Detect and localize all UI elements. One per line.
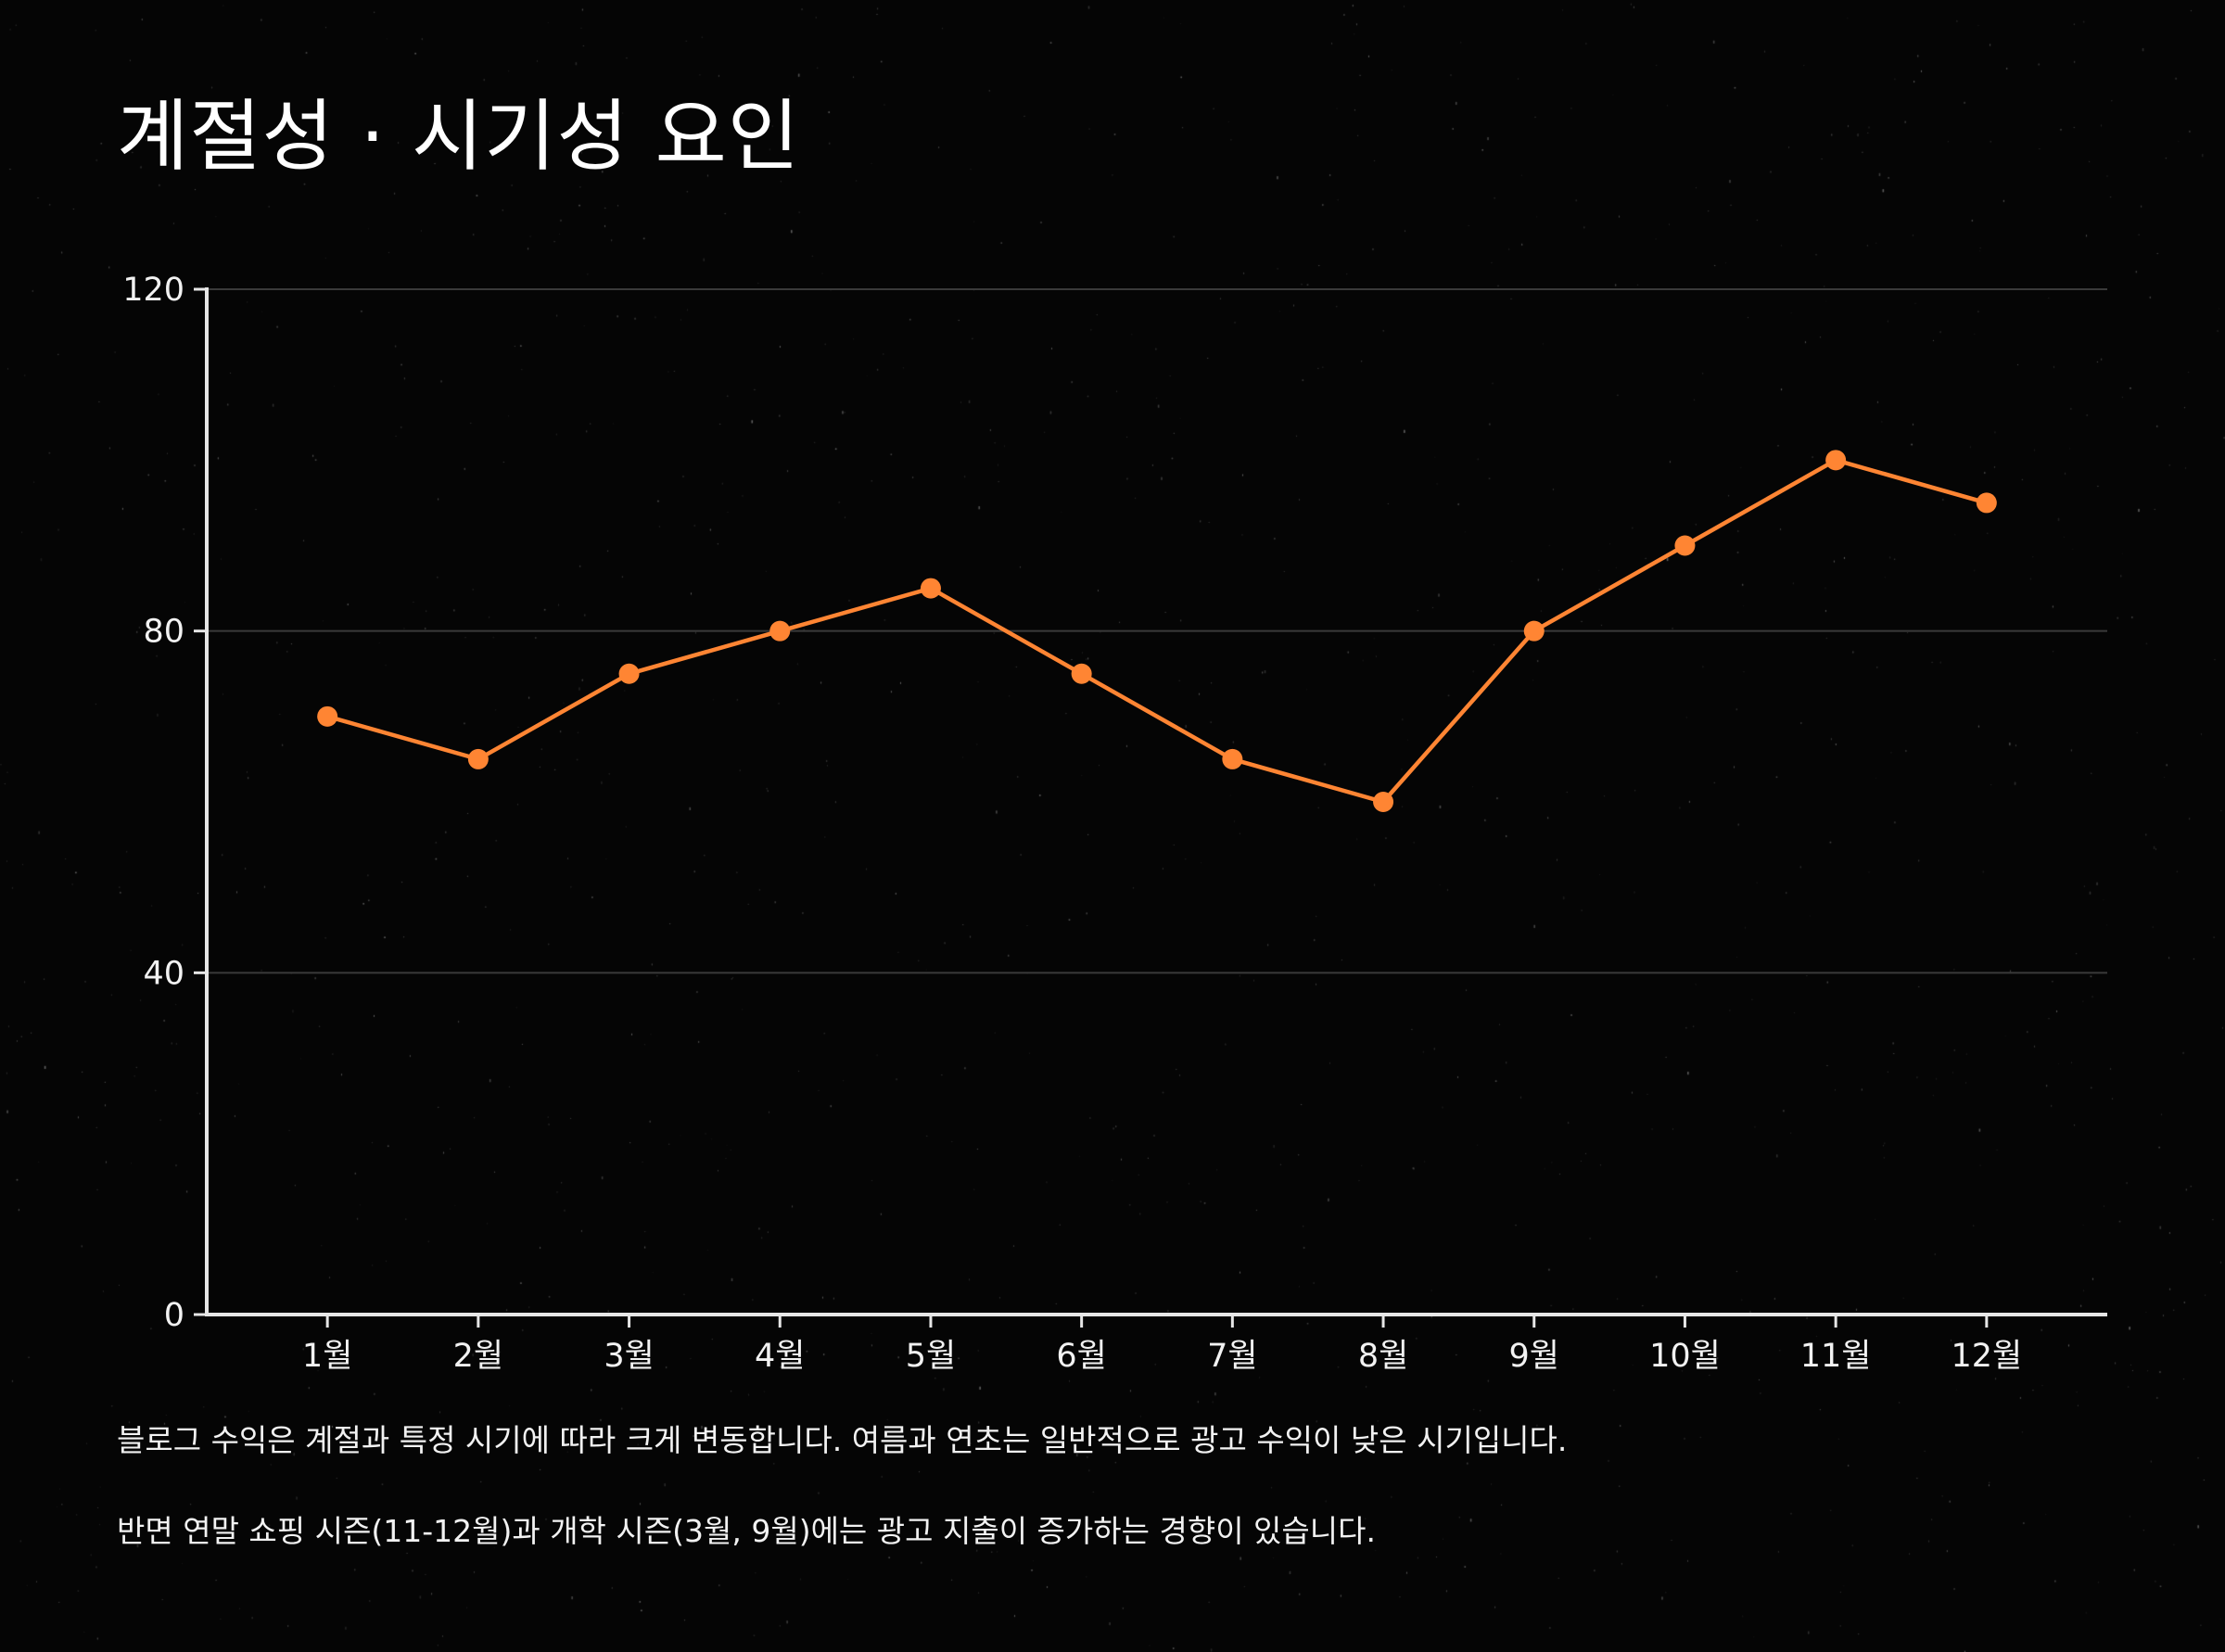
caption-line-2: 반면 연말 쇼핑 시즌(11-12월)과 개학 시즌(3월, 9월)에는 광고 …	[117, 1513, 1376, 1549]
page-title: 계절성 · 시기성 요인	[117, 91, 801, 182]
y-tick-label: 40	[143, 955, 184, 992]
data-point	[1674, 535, 1696, 556]
data-point	[1825, 450, 1847, 471]
x-tick-label: 3월	[604, 1338, 654, 1375]
data-point	[1373, 792, 1394, 812]
data-point	[920, 578, 941, 599]
axes	[194, 287, 2107, 1328]
y-tick-label: 120	[122, 272, 184, 309]
x-tick-label: 5월	[906, 1338, 956, 1375]
x-tick-label: 8월	[1358, 1338, 1408, 1375]
data-point	[467, 748, 489, 769]
data-point	[1523, 620, 1545, 642]
tick-labels: 0 40 80 120 1월 2월 3월 4월 5월 6월 7월 8월 9월 10월 11월 12월	[122, 272, 2022, 1375]
x-tick-label: 6월	[1056, 1338, 1106, 1375]
x-tick-label: 4월	[755, 1338, 805, 1375]
gridlines	[207, 288, 2107, 974]
data-point	[618, 663, 640, 684]
data-point	[317, 705, 338, 727]
data-point	[769, 620, 791, 642]
series-line	[324, 458, 1990, 805]
y-tick-label: 0	[164, 1297, 184, 1334]
caption-line-1: 블로그 수익은 계절과 특정 시기에 따라 크게 변동합니다. 여름과 연초는 …	[117, 1422, 1568, 1458]
x-tick-label: 7월	[1207, 1338, 1257, 1375]
x-tick-label: 9월	[1509, 1338, 1559, 1375]
x-tick-label: 2월	[453, 1338, 503, 1375]
data-point	[1976, 492, 1997, 514]
y-tick-label: 80	[143, 614, 184, 651]
x-tick-label: 11월	[1800, 1338, 1872, 1375]
data-point	[1222, 748, 1243, 769]
x-tick-label: 1월	[302, 1338, 352, 1375]
series	[317, 450, 1997, 812]
x-tick-label: 12월	[1951, 1338, 2022, 1375]
data-point	[1071, 663, 1092, 684]
x-tick-label: 10월	[1649, 1338, 1721, 1375]
